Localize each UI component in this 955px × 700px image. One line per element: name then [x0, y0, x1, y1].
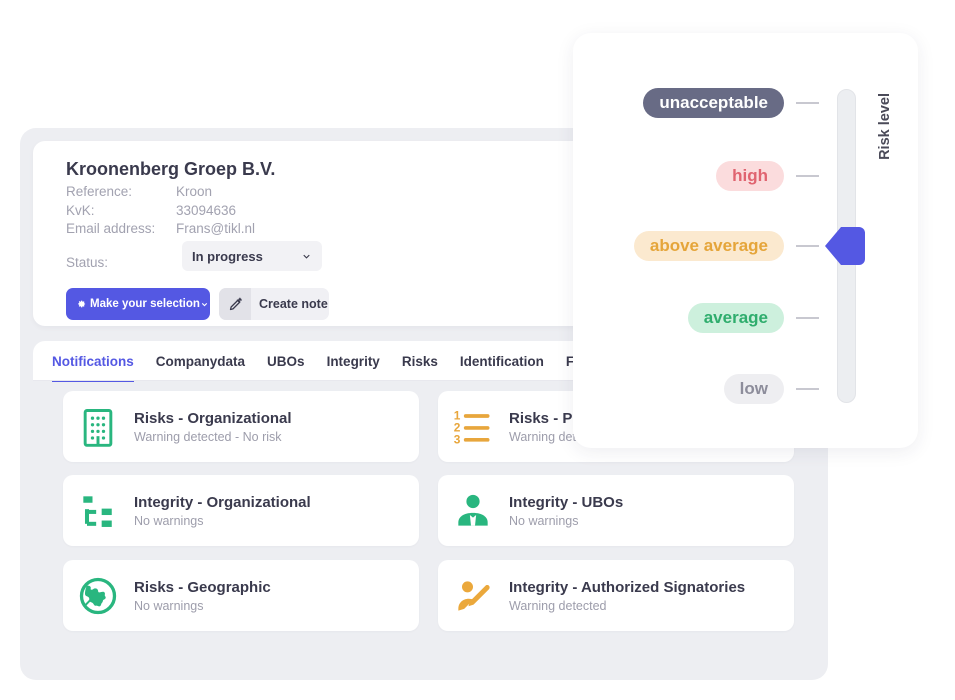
- svg-text:3: 3: [454, 432, 461, 446]
